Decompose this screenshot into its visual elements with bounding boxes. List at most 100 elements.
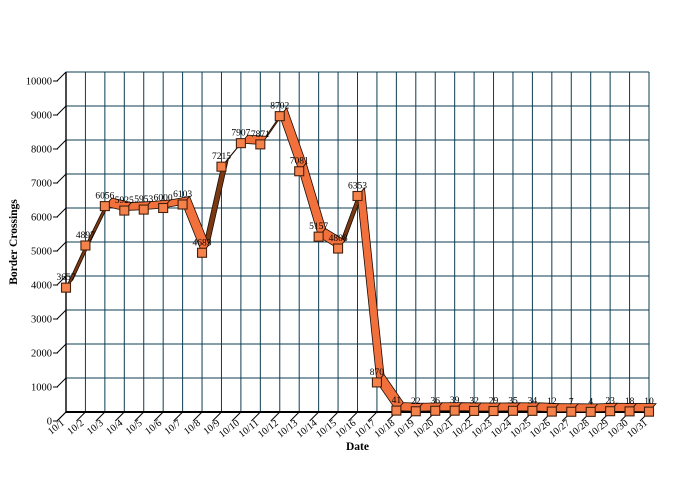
data-point-label: 6000 <box>154 194 173 204</box>
y-tick-diagonal <box>56 343 67 354</box>
x-tick-label: 10/17 <box>353 418 378 441</box>
x-tick <box>328 411 339 422</box>
x-tick-label: 10/7 <box>163 418 184 438</box>
data-point-label: 29 <box>489 397 499 407</box>
y-tick-label: 10000 <box>26 77 52 88</box>
x-tick <box>348 411 358 422</box>
x-tick-label: 10/11 <box>237 418 261 440</box>
x-tick-label: 10/26 <box>528 418 553 441</box>
data-point-label: 3657 <box>57 273 76 283</box>
x-tick-label: 10/30 <box>606 418 631 441</box>
data-point-label: 36 <box>430 396 440 406</box>
data-point-marker <box>158 202 169 214</box>
data-point-marker <box>313 231 324 242</box>
data-point-marker <box>333 243 344 254</box>
data-point-marker <box>196 247 208 258</box>
x-tick <box>134 411 145 422</box>
x-tick-label: 10/13 <box>275 418 300 441</box>
data-point-marker <box>274 111 285 122</box>
y-tick-diagonal <box>56 71 67 82</box>
data-point-label: 5953 <box>134 195 153 205</box>
x-tick-label: 10/20 <box>411 418 436 441</box>
data-point-label: 4683 <box>193 238 212 248</box>
data-point-marker <box>235 138 246 149</box>
data-point-label: 12 <box>547 397 557 407</box>
y-tick-label: 8000 <box>31 145 52 156</box>
x-tick-label: 10/19 <box>392 418 417 441</box>
data-point-label: 7907 <box>231 129 250 139</box>
x-tick <box>173 411 183 422</box>
data-point-marker <box>352 190 363 202</box>
x-tick-label: 10/28 <box>567 418 592 441</box>
data-point-marker <box>605 406 616 417</box>
data-point-marker <box>60 282 72 293</box>
data-point-label: 35 <box>508 396 518 406</box>
x-tick-label: 10/18 <box>372 418 397 441</box>
x-tick-label: 10/27 <box>547 418 572 441</box>
data-point-label: 32 <box>469 396 479 406</box>
data-point-marker <box>391 405 402 416</box>
x-tick-label: 10/4 <box>104 418 125 438</box>
data-point-label: 5157 <box>309 222 328 232</box>
x-tick <box>76 411 86 422</box>
x-tick <box>270 411 281 422</box>
data-point-label: 23 <box>605 397 615 407</box>
data-point-marker <box>469 405 480 416</box>
data-point-marker <box>99 201 110 212</box>
x-tick <box>95 411 106 422</box>
x-tick-label: 10/8 <box>182 418 203 438</box>
y-tick-diagonal <box>56 309 67 320</box>
y-tick-label: 4000 <box>31 281 52 292</box>
x-tick-label: 10/2 <box>65 418 86 438</box>
data-point-marker <box>430 405 441 416</box>
y-tick-diagonal <box>56 377 67 388</box>
x-tick-label: 10/16 <box>334 418 359 441</box>
x-tick-label: 10/10 <box>217 418 242 441</box>
x-tick-label: 10/5 <box>124 418 145 438</box>
x-tick <box>309 411 319 422</box>
y-tick-label: 3000 <box>31 315 52 326</box>
data-point-marker <box>119 205 130 216</box>
data-point-label: 7215 <box>212 152 231 162</box>
data-point-marker <box>177 199 188 210</box>
y-tick-label: 7000 <box>31 179 52 190</box>
data-point-label: 870 <box>370 368 385 378</box>
y-tick-label: 5000 <box>31 247 52 258</box>
data-point-marker <box>371 377 382 388</box>
x-tick <box>114 411 125 422</box>
ribbon-segment <box>182 195 210 254</box>
x-tick-label: 10/6 <box>143 418 164 438</box>
data-point-marker <box>216 161 227 172</box>
data-point-label: 7871 <box>251 130 270 140</box>
data-point-label: 5925 <box>115 196 134 206</box>
y-tick-label: 6000 <box>31 213 52 224</box>
x-axis-title: Date <box>346 441 369 453</box>
data-point-marker <box>255 139 266 150</box>
y-tick-diagonal <box>56 411 67 422</box>
data-point-label: 7 <box>569 397 574 407</box>
x-tick-label: 10/3 <box>85 418 106 438</box>
x-tick-label: 10/25 <box>509 418 534 441</box>
data-point-label: 10 <box>644 397 654 407</box>
data-point-marker <box>527 405 538 416</box>
y-tick-diagonal <box>56 139 67 150</box>
data-point-label: 7081 <box>290 157 309 167</box>
data-point-marker <box>507 405 519 416</box>
data-point-label: 6103 <box>173 190 192 200</box>
x-tick <box>250 411 261 422</box>
x-tick-label: 10/22 <box>450 418 475 441</box>
data-point-marker <box>488 405 499 417</box>
x-tick <box>367 411 378 422</box>
y-tick-diagonal <box>56 105 67 116</box>
y-axis-title: Border Crossings <box>8 199 20 285</box>
x-tick-label: 10/31 <box>625 418 650 441</box>
data-point-marker <box>410 406 421 417</box>
data-point-label: 8702 <box>270 102 289 112</box>
data-point-label: 4897 <box>76 231 95 241</box>
y-tick-diagonal <box>56 275 67 286</box>
x-tick-label: 10/29 <box>586 418 611 441</box>
y-tick-label: 2000 <box>31 349 52 360</box>
y-tick-diagonal <box>56 173 67 184</box>
data-point-label: 6353 <box>348 181 367 191</box>
